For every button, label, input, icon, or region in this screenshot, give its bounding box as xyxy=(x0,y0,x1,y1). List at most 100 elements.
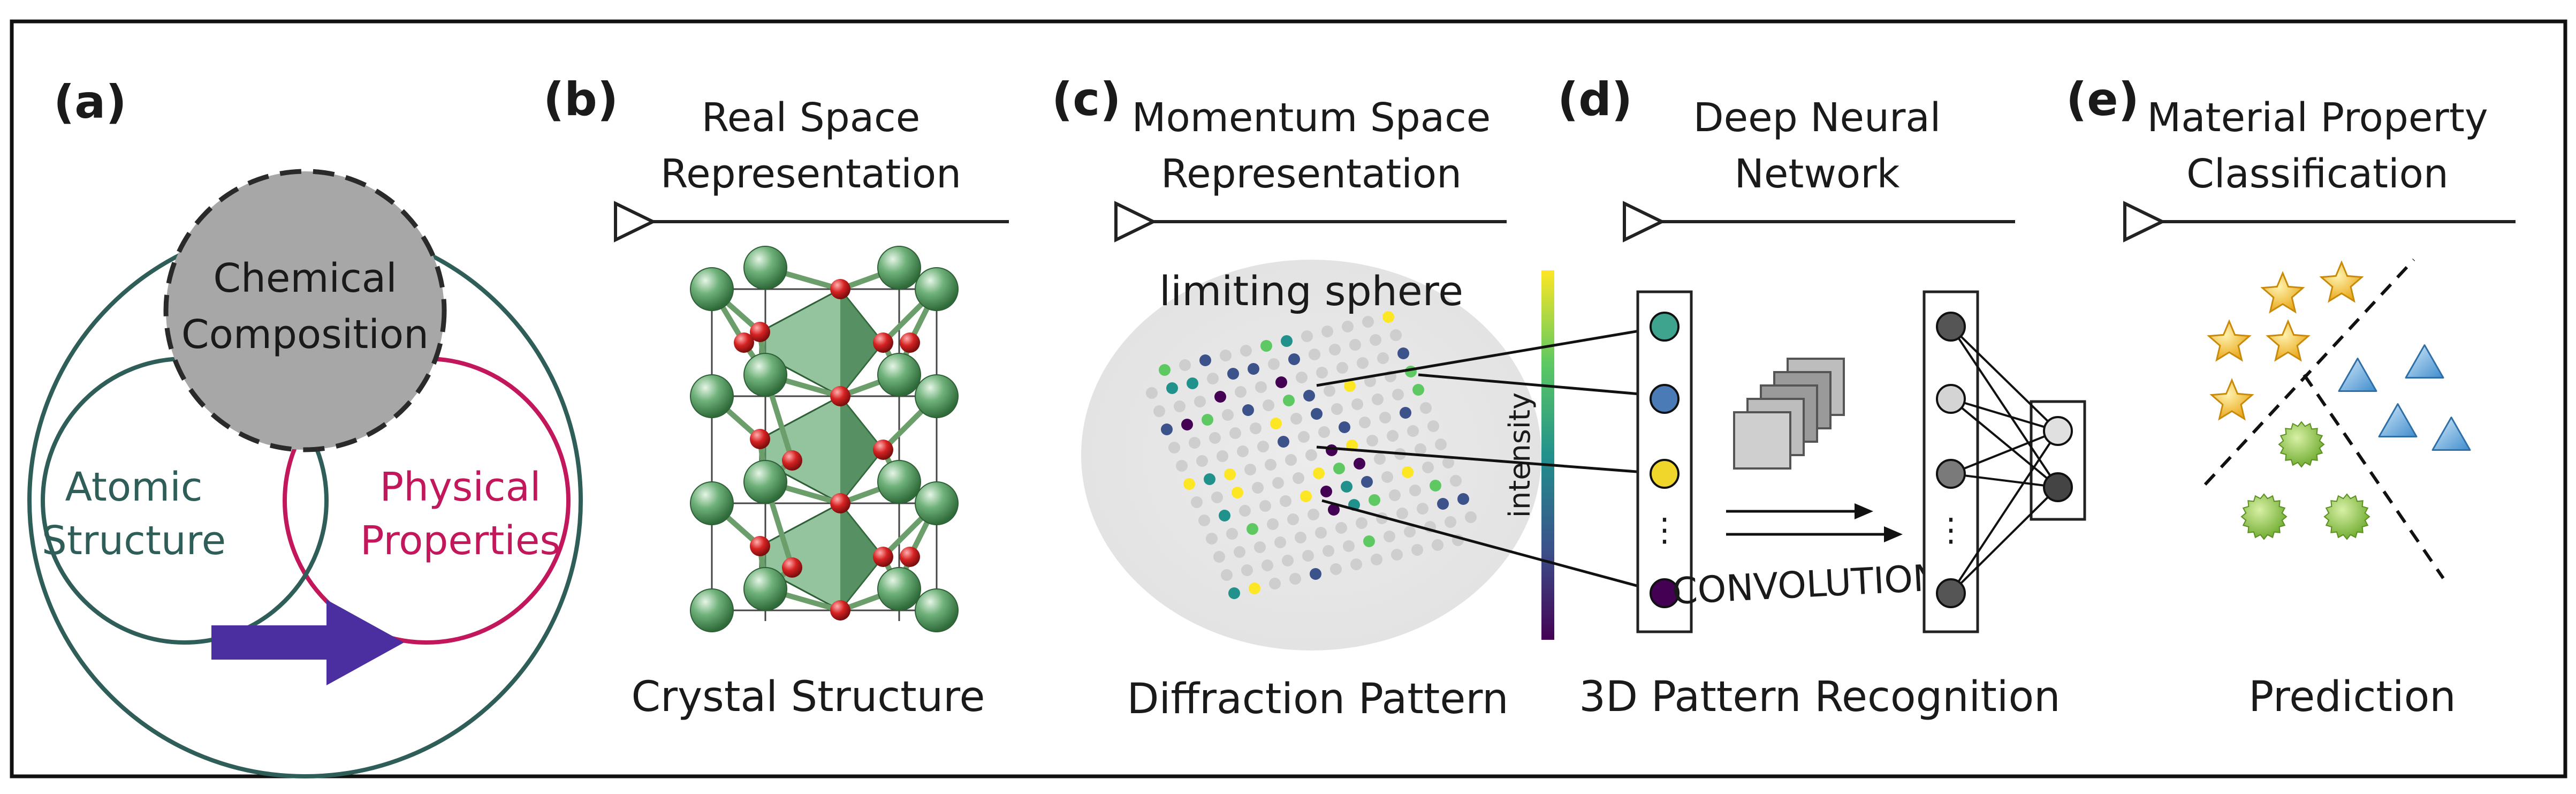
diffraction-peak xyxy=(1166,382,1178,394)
diffraction-spot xyxy=(1269,578,1281,589)
diffraction-spot xyxy=(1272,477,1284,489)
input-neuron xyxy=(1650,459,1680,489)
diffraction-peak xyxy=(1328,504,1340,516)
diffraction-spot xyxy=(1174,400,1186,412)
diffraction-peak xyxy=(1232,487,1243,498)
diffraction-peak xyxy=(1247,523,1258,535)
diffraction-spot xyxy=(1235,386,1247,398)
panel-c: (c) Momentum Space Representation limiti… xyxy=(1052,73,1554,723)
gear-icon xyxy=(2323,493,2370,540)
physical-properties-label-2: Properties xyxy=(360,518,560,564)
input-ellipsis: ⋮ xyxy=(1648,511,1681,549)
diffraction-peak xyxy=(1412,384,1424,396)
diffraction-peak xyxy=(1281,335,1293,347)
diffraction-spot xyxy=(1411,544,1423,556)
metal-atom xyxy=(743,246,787,290)
diffraction-spot xyxy=(1387,430,1399,442)
panel-e-label: (e) xyxy=(2066,73,2139,126)
diffraction-spot xyxy=(1392,389,1404,400)
diffraction-spot xyxy=(1189,437,1200,449)
decision-boundaries xyxy=(2203,258,2445,579)
diffraction-spot xyxy=(1250,422,1262,434)
oxygen-atom xyxy=(830,279,850,299)
oxygen-atom xyxy=(900,332,920,353)
diffraction-spot xyxy=(1263,399,1274,411)
timeline-triangle-icon xyxy=(1623,201,1666,243)
triangle-icon xyxy=(2405,344,2444,379)
metal-atom xyxy=(743,353,787,397)
diffraction-spot xyxy=(1244,464,1256,475)
oxygen-atom xyxy=(782,450,802,471)
diffraction-spot xyxy=(1450,475,1462,487)
diffraction-spot xyxy=(1302,550,1314,562)
diffraction-spot xyxy=(1254,541,1266,553)
atomic-structure-label-1: Atomic xyxy=(65,464,203,510)
diffraction-peak xyxy=(1199,354,1211,366)
diffraction-spot xyxy=(1179,359,1191,371)
diffraction-spot xyxy=(1330,563,1342,575)
diffraction-spot xyxy=(1241,564,1253,576)
diffraction-peak xyxy=(1344,380,1356,392)
metal-atom xyxy=(690,267,734,311)
timeline-triangle-icon xyxy=(2123,201,2166,243)
limiting-sphere-label: limiting sphere xyxy=(1159,267,1463,315)
arrow-head-icon xyxy=(1855,503,1873,519)
diffraction-spot xyxy=(1285,454,1297,466)
metal-atom xyxy=(743,567,787,611)
timeline-triangle-icon xyxy=(614,201,657,243)
diffraction-peak xyxy=(1224,468,1236,480)
oxygen-atom xyxy=(830,386,850,406)
diffraction-spot xyxy=(1282,555,1294,566)
panel-c-heading-1: Momentum Space xyxy=(1132,95,1491,141)
metal-atom xyxy=(743,460,787,504)
diffraction-peak xyxy=(1202,414,1213,426)
diffraction-peak xyxy=(1369,494,1380,506)
diffraction-spot xyxy=(1409,485,1421,496)
diffraction-peak xyxy=(1320,486,1332,497)
diffraction-spot xyxy=(1370,334,1381,346)
output-neuron xyxy=(2043,416,2073,446)
diffraction-spot xyxy=(1335,522,1347,534)
diffraction-spot xyxy=(1252,482,1264,494)
gear-icon xyxy=(2240,493,2288,540)
hidden-neuron xyxy=(1936,384,1966,414)
star-icon xyxy=(2319,260,2364,303)
diffraction-peak xyxy=(1242,404,1254,416)
atomic-structure-label-2: Structure xyxy=(42,518,226,564)
diffraction-spot xyxy=(1267,518,1279,530)
chemical-composition-circle xyxy=(163,169,447,452)
arrow-head-icon xyxy=(1884,526,1903,542)
diffraction-spot xyxy=(1194,396,1206,407)
star-icon xyxy=(2260,271,2305,314)
diffraction-peak xyxy=(1288,353,1300,365)
panel-d-label: (d) xyxy=(1557,73,1632,126)
panel-b-heading-2: Representation xyxy=(660,151,961,197)
oxygen-atom xyxy=(830,600,850,621)
panel-e-heading-1: Material Property xyxy=(2147,95,2488,141)
diffraction-spot xyxy=(1321,326,1333,337)
dense-connections xyxy=(1950,326,2059,594)
diffraction-spot xyxy=(1465,511,1477,523)
diffraction-spot xyxy=(1420,402,1432,414)
diffraction-peak xyxy=(1341,481,1352,493)
diffraction-peak xyxy=(1457,493,1469,505)
diffraction-spot xyxy=(1206,533,1218,545)
oxygen-atom xyxy=(750,322,770,342)
unit-cell xyxy=(711,288,938,611)
diffraction-spot xyxy=(1384,531,1395,542)
diffraction-spot xyxy=(1329,344,1341,356)
oxygen-atom xyxy=(830,493,850,513)
diffraction-peak xyxy=(1159,364,1171,376)
diffraction-peak xyxy=(1402,466,1414,478)
diffraction-peak xyxy=(1339,421,1350,433)
diffraction-spot xyxy=(1257,441,1269,452)
diffraction-peak xyxy=(1363,535,1375,547)
diffraction-spot xyxy=(1356,517,1367,529)
diffraction-peak xyxy=(1303,390,1315,402)
diffraction-spot xyxy=(1280,495,1291,507)
diffraction-spot xyxy=(1262,559,1273,571)
diffraction-peak xyxy=(1310,568,1321,580)
panel-d-caption: 3D Pattern Recognition xyxy=(1579,673,2060,721)
diffraction-spot xyxy=(1315,527,1327,539)
